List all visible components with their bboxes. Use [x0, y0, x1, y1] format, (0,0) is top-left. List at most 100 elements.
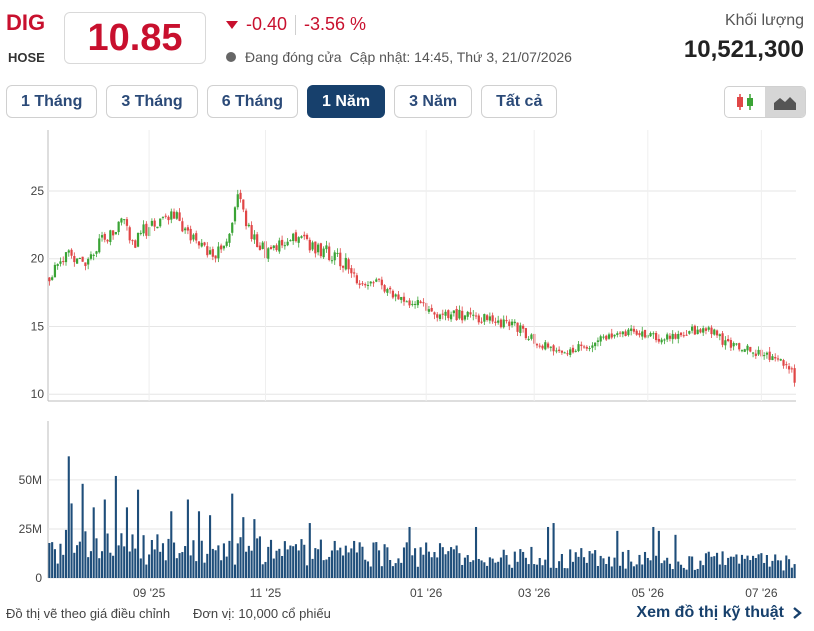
volume-bar — [466, 555, 469, 578]
candle-body — [314, 241, 317, 254]
volume-bar — [125, 507, 129, 578]
volume-bar — [486, 565, 489, 578]
range-all-button[interactable]: Tất cả — [481, 85, 558, 118]
volume-bar — [186, 499, 189, 578]
technical-chart-link[interactable]: Xem đồ thị kỹ thuật — [636, 604, 804, 622]
volume-bar — [303, 544, 306, 578]
volume-bar — [718, 564, 721, 578]
candle-body — [375, 279, 378, 282]
volume-bar — [494, 562, 497, 578]
candle-body — [139, 232, 142, 234]
candle-body — [693, 325, 696, 335]
volume-bar — [707, 551, 710, 578]
volume-bar — [619, 565, 622, 578]
range-1-month-button[interactable]: 1 Tháng — [6, 85, 98, 118]
candle-body — [510, 321, 514, 326]
status-dot-icon — [226, 52, 236, 62]
candle-body — [546, 343, 550, 348]
volume-bar — [627, 549, 630, 578]
candle-body — [480, 321, 483, 323]
area-chart-icon — [774, 97, 796, 110]
volume-bar — [358, 542, 361, 578]
candle-body — [261, 242, 264, 250]
volume-bar — [693, 569, 696, 578]
volume-bar — [228, 540, 231, 578]
range-3-month-button[interactable]: 3 Tháng — [106, 85, 198, 118]
volume-bar — [691, 556, 694, 578]
volume-bar — [458, 553, 461, 578]
volume-bar — [98, 558, 101, 578]
volume-bar — [95, 538, 98, 578]
candle-body — [405, 301, 408, 303]
volume-bar — [502, 549, 505, 578]
candle-body — [657, 338, 660, 342]
volume-bar — [59, 543, 62, 578]
candle-body — [333, 252, 336, 261]
volume-value: 10,521,300 — [683, 36, 804, 63]
volume-bar — [225, 556, 228, 578]
volume-bar — [430, 557, 433, 578]
volume-bar — [322, 560, 325, 578]
area-view-button[interactable] — [765, 87, 805, 117]
volume-bar — [754, 558, 757, 578]
chevron-right-icon — [793, 607, 802, 619]
candle-body — [305, 234, 309, 239]
candle-body — [497, 320, 500, 323]
range-6-month-button[interactable]: 6 Tháng — [206, 85, 299, 118]
volume-bar — [768, 566, 771, 578]
volume-bar — [247, 545, 250, 578]
candle-body — [189, 228, 192, 241]
volume-bar — [64, 529, 68, 578]
volume-bar — [621, 551, 624, 578]
volume-bar — [577, 556, 580, 578]
volume-bar — [599, 555, 602, 578]
candle-body — [95, 251, 98, 254]
candle-body — [136, 232, 140, 247]
volume-bar — [763, 562, 766, 578]
volume-bar — [148, 554, 151, 578]
candle-body — [186, 227, 190, 231]
volume-bar — [264, 561, 267, 578]
candle-body — [114, 231, 117, 235]
candle-body — [408, 300, 411, 306]
volume-bar — [549, 567, 552, 578]
volume-bar — [447, 551, 450, 578]
candle-body — [627, 329, 630, 336]
status-text: Đang đóng cửa — [245, 49, 342, 65]
candle-body — [153, 220, 156, 227]
candle-body — [710, 327, 713, 335]
volume-bar — [397, 558, 400, 578]
candle-body — [538, 345, 541, 347]
volume-bar — [516, 561, 519, 578]
candle-body — [120, 218, 123, 223]
volume-bar — [73, 552, 76, 578]
range-1-year-button[interactable]: 1 Năm — [307, 85, 386, 118]
range-3-year-button[interactable]: 3 Năm — [394, 85, 473, 118]
candle-body — [317, 244, 320, 253]
volume-bar — [261, 564, 264, 578]
candle-body — [485, 315, 489, 320]
volume-bar — [752, 555, 755, 578]
volume-bar — [222, 543, 225, 578]
candle-body — [339, 252, 342, 267]
candle-body — [322, 248, 325, 258]
volume-bar — [375, 542, 378, 578]
volume-bar — [220, 560, 223, 578]
candle-body — [59, 261, 62, 264]
candlestick-view-button[interactable] — [725, 87, 765, 117]
candle-body — [458, 309, 461, 319]
volume-bar — [411, 555, 414, 578]
volume-bar — [641, 564, 644, 578]
candle-body — [713, 329, 716, 335]
candle-body — [643, 329, 647, 338]
candle-body — [239, 192, 242, 200]
candle-body — [200, 242, 203, 247]
volume-bar — [308, 523, 311, 578]
candle-body — [477, 315, 480, 323]
volume-tick-label: 50M — [19, 473, 42, 487]
volume-bar — [231, 493, 234, 578]
candle-body — [347, 259, 350, 270]
volume-bar — [679, 564, 683, 578]
volume-bar — [336, 550, 339, 578]
candle-body — [70, 249, 73, 256]
